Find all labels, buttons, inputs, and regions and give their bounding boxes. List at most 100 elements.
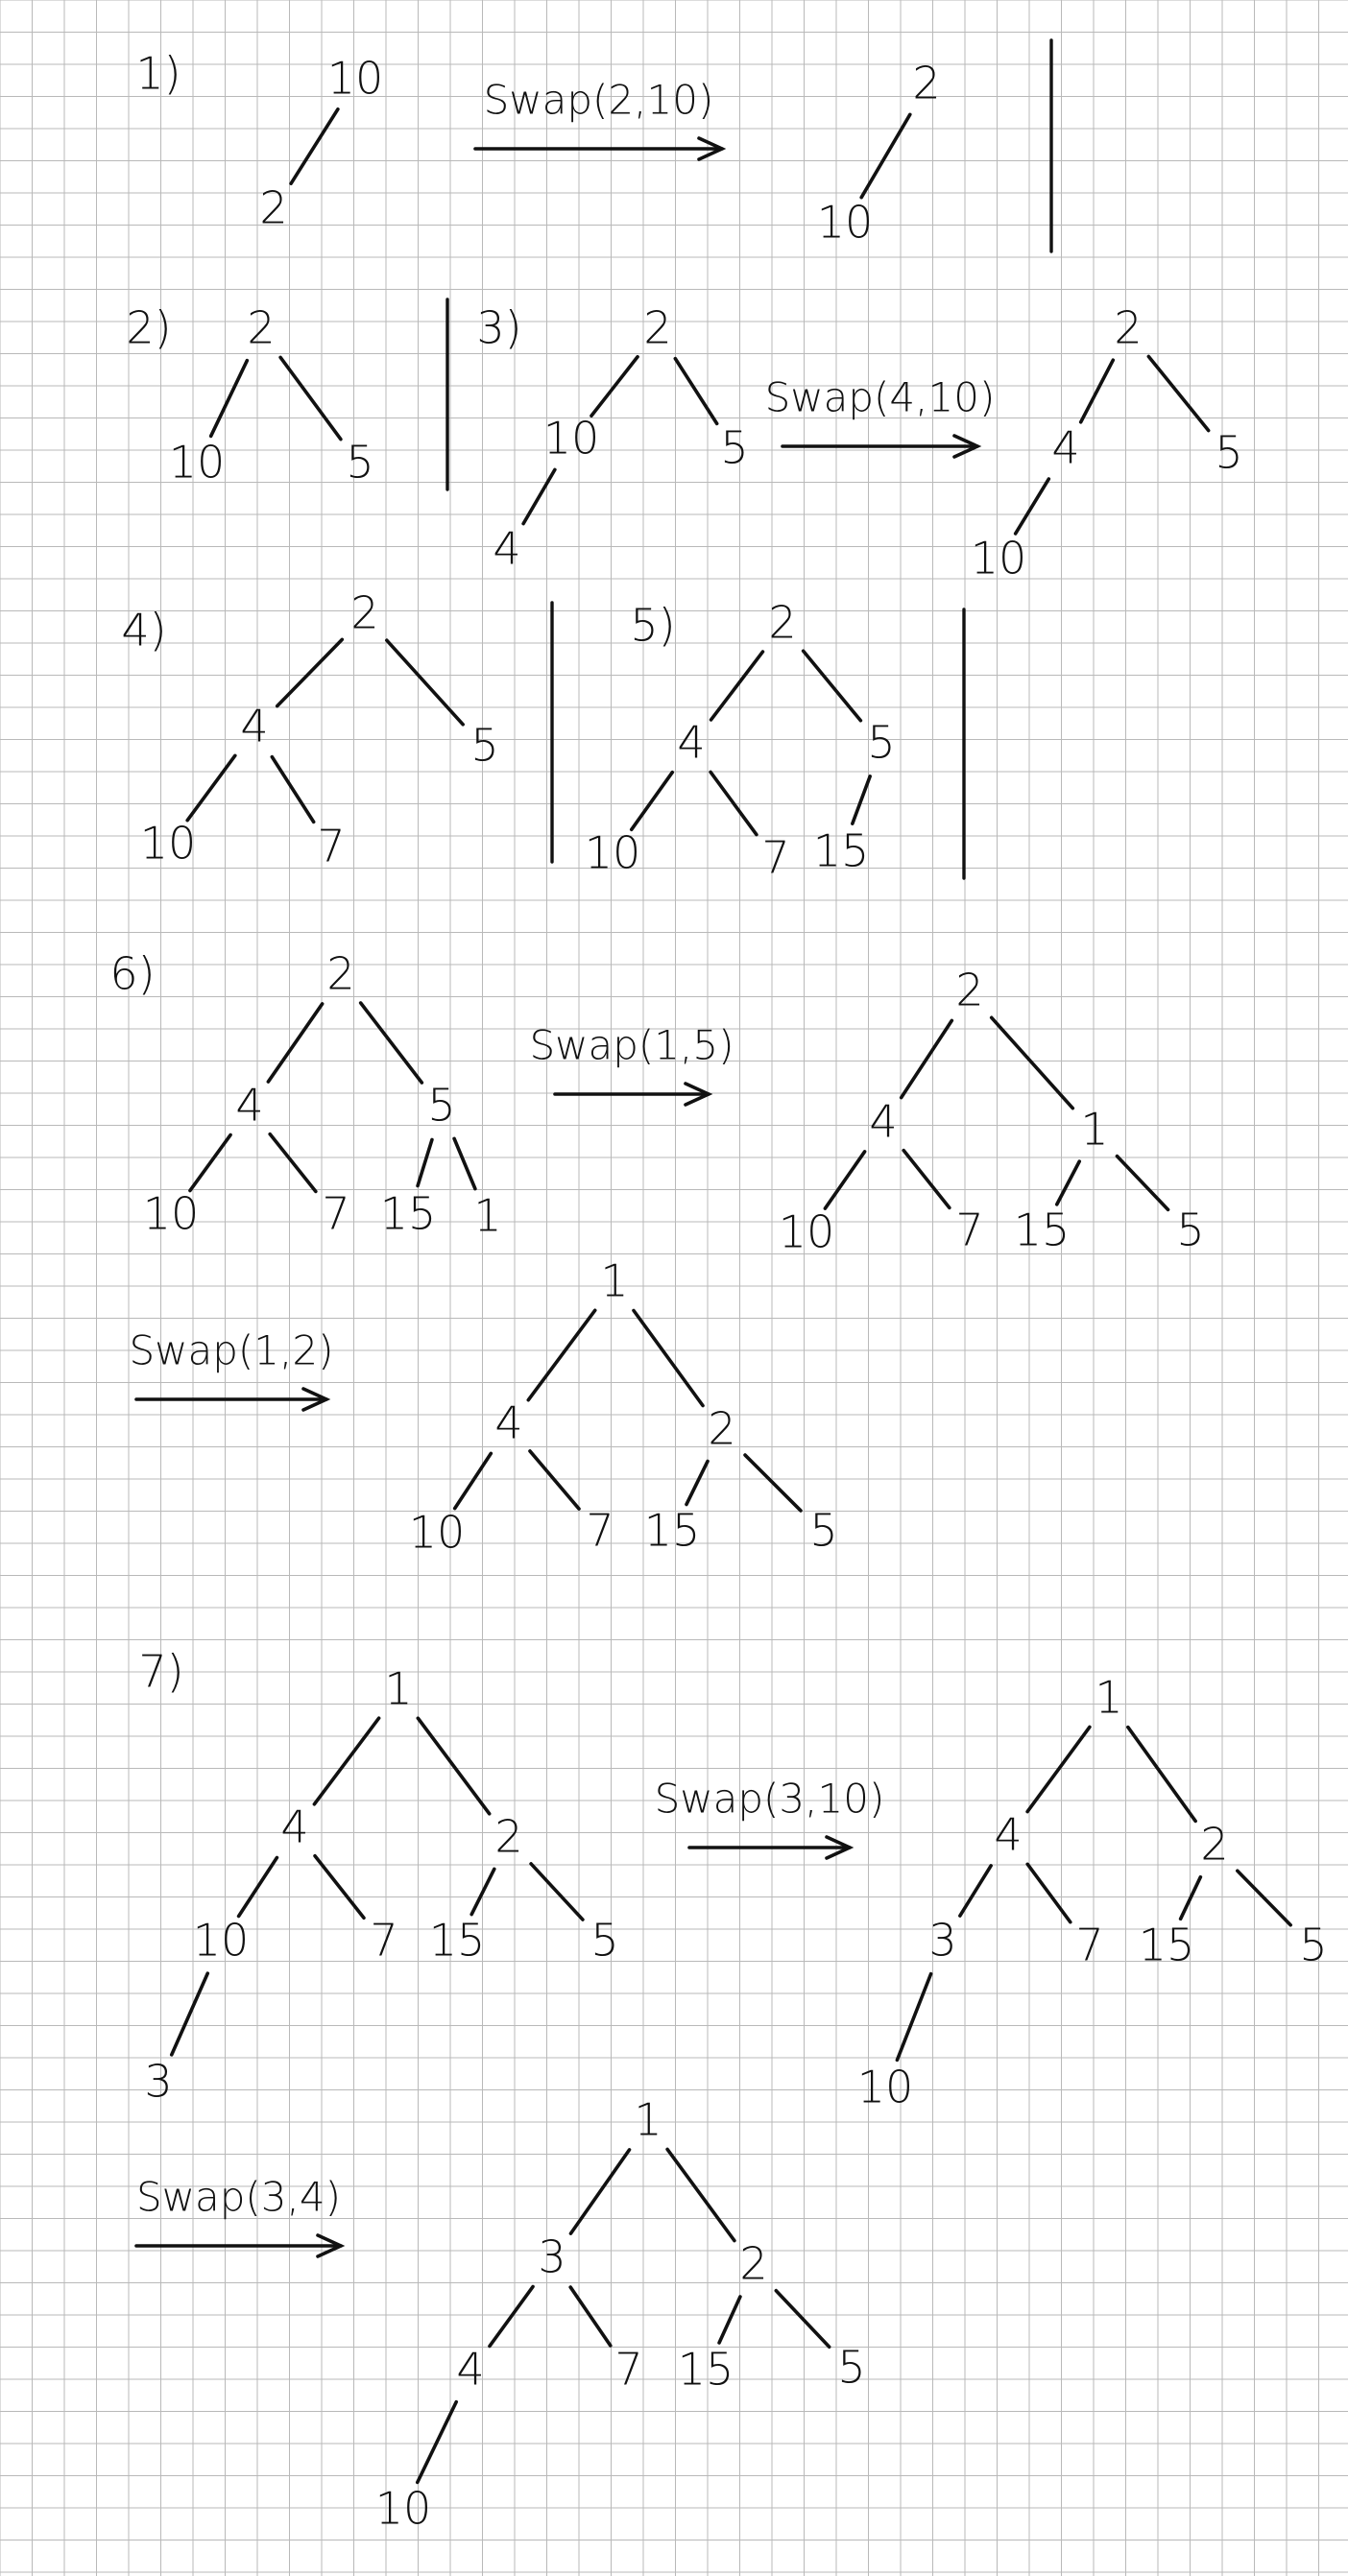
tree-edge	[685, 1459, 710, 1507]
tree-node: 2	[739, 2238, 767, 2290]
arrow-head-icon	[301, 1387, 331, 1412]
step-label: 3)	[476, 302, 521, 354]
tree-edge	[1025, 1862, 1072, 1924]
tree-edge	[801, 649, 863, 723]
tree-node: 10	[140, 818, 197, 870]
tree-edge	[709, 770, 758, 837]
tree-edge	[902, 1148, 951, 1210]
tree-node: 2	[247, 302, 275, 354]
tree-edge	[743, 1453, 803, 1513]
tree-node: 4	[235, 1080, 263, 1132]
tree-edge	[859, 112, 912, 200]
tree-edge	[528, 1449, 581, 1511]
arrow-head-icon	[952, 434, 982, 459]
tree-edge	[289, 107, 340, 186]
heap-tree-6-1: 2 4 5 10 7 15 1	[143, 948, 502, 1242]
tree-edge	[385, 638, 465, 727]
tree-node: 2	[912, 58, 940, 109]
tree-edge	[415, 2399, 459, 2485]
tree-node: 1	[384, 1663, 412, 1715]
tree-node: 10	[779, 1206, 835, 1258]
tree-node: 7	[1075, 1920, 1103, 1971]
tree-node: 10	[375, 2483, 432, 2535]
step-3: 3) 2 10 5 4 2 4 5 10	[476, 302, 1242, 584]
heap-tree-7-1: 1 4 2 10 7 15 5 3	[144, 1663, 618, 2108]
tree-edge	[208, 358, 250, 439]
tree-node: 2	[643, 302, 671, 354]
tree-edge	[313, 1853, 366, 1920]
heap-tree-1-2: 2 10	[817, 58, 941, 249]
tree-node: 5	[590, 1915, 618, 1967]
tree-edge	[185, 753, 237, 823]
tree-edge	[278, 355, 343, 441]
tree-edge	[452, 1136, 477, 1191]
heap-tree-7-3: 1 3 2 4 7 15 5 10	[375, 2094, 866, 2535]
heap-tree-1-1: 10 2	[259, 53, 383, 234]
tree-node: 10	[857, 2062, 914, 2113]
tree-node: 4	[456, 2344, 484, 2396]
tree-node: 2	[1114, 302, 1142, 354]
tree-node: 5	[427, 1080, 455, 1132]
tree-node: 7	[370, 1915, 397, 1967]
tree-edge	[895, 1971, 933, 2063]
step-4: 4) 2 4 5 10 7	[121, 587, 498, 872]
tree-edge	[1054, 1159, 1082, 1206]
heap-tree-5-1: 2 4 5 10 7 15	[585, 597, 896, 884]
tree-node: 10	[327, 53, 384, 105]
tree-edge	[1178, 1874, 1203, 1921]
tree-node: 2	[1200, 1819, 1228, 1871]
tree-edge	[665, 2147, 736, 2243]
tree-node: 7	[761, 832, 789, 884]
arrow-head-icon	[684, 1082, 713, 1107]
tree-edge	[1078, 358, 1116, 424]
tree-edge	[275, 637, 345, 708]
tree-node: 10	[585, 827, 641, 879]
tree-edge	[568, 2285, 613, 2348]
tree-node: 10	[409, 1507, 466, 1559]
tree-edge	[1126, 1725, 1197, 1824]
tree-node: 2	[326, 948, 354, 1000]
tree-node: 7	[586, 1505, 614, 1557]
tree-node: 10	[543, 413, 600, 465]
swap-label: Swap(4,10)	[765, 374, 996, 421]
step-5: 5) 2 4 5 10 7 15	[585, 597, 896, 884]
tree-node: 4	[280, 1801, 308, 1853]
swap-label: Swap(1,2)	[130, 1327, 334, 1374]
tree-edge	[270, 754, 316, 824]
swap-arrow-3: Swap(4,10)	[765, 374, 996, 459]
tree-node: 4	[493, 523, 520, 575]
step-label: 6)	[109, 948, 155, 1000]
tree-node: 1	[1080, 1104, 1108, 1156]
tree-edge	[851, 775, 872, 825]
arrow-head-icon	[825, 1835, 855, 1860]
tree-edge	[1025, 1725, 1092, 1814]
tree-node: 10	[193, 1915, 250, 1967]
tree-node: 2	[350, 587, 378, 639]
swap-label: Swap(2,10)	[484, 77, 714, 124]
tree-edge	[958, 1864, 993, 1918]
tree-node: 10	[817, 197, 874, 249]
tree-edge	[268, 1132, 318, 1194]
step-6: 6) 24 510 7 15 124 110 7 15 514 210 7 15 5	[109, 948, 1204, 1559]
tree-edge	[1236, 1869, 1292, 1927]
tree-node: 7	[955, 1205, 983, 1256]
tree-node: 1	[634, 2094, 662, 2146]
tree-edge	[526, 1308, 597, 1402]
swap-arrow-1: Swap(2,10)	[473, 77, 727, 161]
tree-node: 15	[813, 825, 870, 877]
tree-node: 5	[470, 720, 498, 772]
tree-edge	[266, 1002, 325, 1084]
tree-edge	[358, 1001, 424, 1085]
tree-node: 15	[644, 1505, 701, 1557]
tree-edge	[1013, 477, 1051, 536]
tree-node: 2	[768, 597, 796, 649]
tree-node: 1	[473, 1190, 501, 1242]
tree-edge	[717, 2295, 742, 2345]
tree-node: 4	[494, 1397, 522, 1449]
heap-tree-6-3: 1 4 2 10 7 15 5	[409, 1255, 838, 1559]
tree-edge	[899, 1018, 954, 1100]
tree-edge	[188, 1133, 232, 1193]
tree-node: 15	[1014, 1205, 1071, 1256]
tree-node: 5	[837, 2342, 865, 2394]
